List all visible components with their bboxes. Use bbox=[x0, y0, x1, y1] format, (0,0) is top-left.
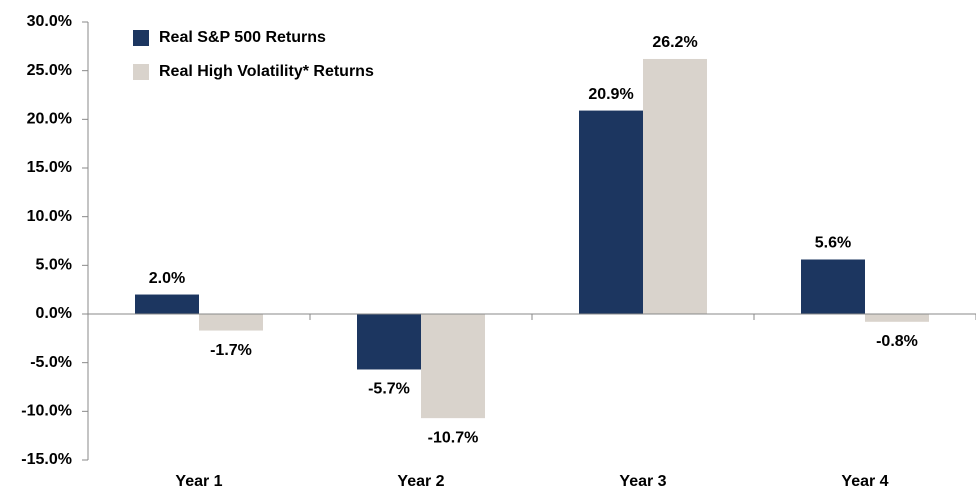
x-tick-label: Year 1 bbox=[175, 473, 222, 490]
bar bbox=[421, 314, 485, 419]
data-label: 2.0% bbox=[149, 270, 185, 287]
y-tick-label: 30.0% bbox=[27, 13, 72, 30]
y-tick-label: 25.0% bbox=[27, 62, 72, 79]
x-tick-label: Year 4 bbox=[841, 473, 888, 490]
bar bbox=[199, 314, 263, 331]
y-tick-label: 10.0% bbox=[27, 208, 72, 225]
data-label: -5.7% bbox=[368, 381, 410, 398]
x-tick-label: Year 2 bbox=[397, 473, 444, 490]
data-label: 20.9% bbox=[588, 86, 633, 103]
bar bbox=[579, 110, 643, 314]
y-tick-label: -10.0% bbox=[21, 403, 72, 420]
data-label: -10.7% bbox=[428, 429, 479, 446]
bar bbox=[865, 314, 929, 322]
y-tick-label: 0.0% bbox=[36, 305, 72, 322]
bar bbox=[801, 259, 865, 314]
data-label: -0.8% bbox=[876, 333, 918, 350]
data-label: -1.7% bbox=[210, 342, 252, 359]
legend-swatch bbox=[133, 64, 149, 80]
legend-label: Real S&P 500 Returns bbox=[159, 29, 326, 46]
data-label: 5.6% bbox=[815, 235, 851, 252]
bar bbox=[643, 58, 707, 315]
y-tick-label: 5.0% bbox=[36, 257, 72, 274]
data-label: 26.2% bbox=[652, 34, 697, 51]
x-tick-label: Year 3 bbox=[619, 473, 666, 490]
bar bbox=[135, 294, 199, 314]
y-tick-label: -5.0% bbox=[30, 354, 72, 371]
bar bbox=[357, 314, 421, 370]
y-tick-label: -15.0% bbox=[21, 451, 72, 468]
y-tick-label: 20.0% bbox=[27, 111, 72, 128]
legend-swatch bbox=[133, 30, 149, 46]
y-tick-label: 15.0% bbox=[27, 159, 72, 176]
legend-label: Real High Volatility* Returns bbox=[159, 63, 374, 80]
